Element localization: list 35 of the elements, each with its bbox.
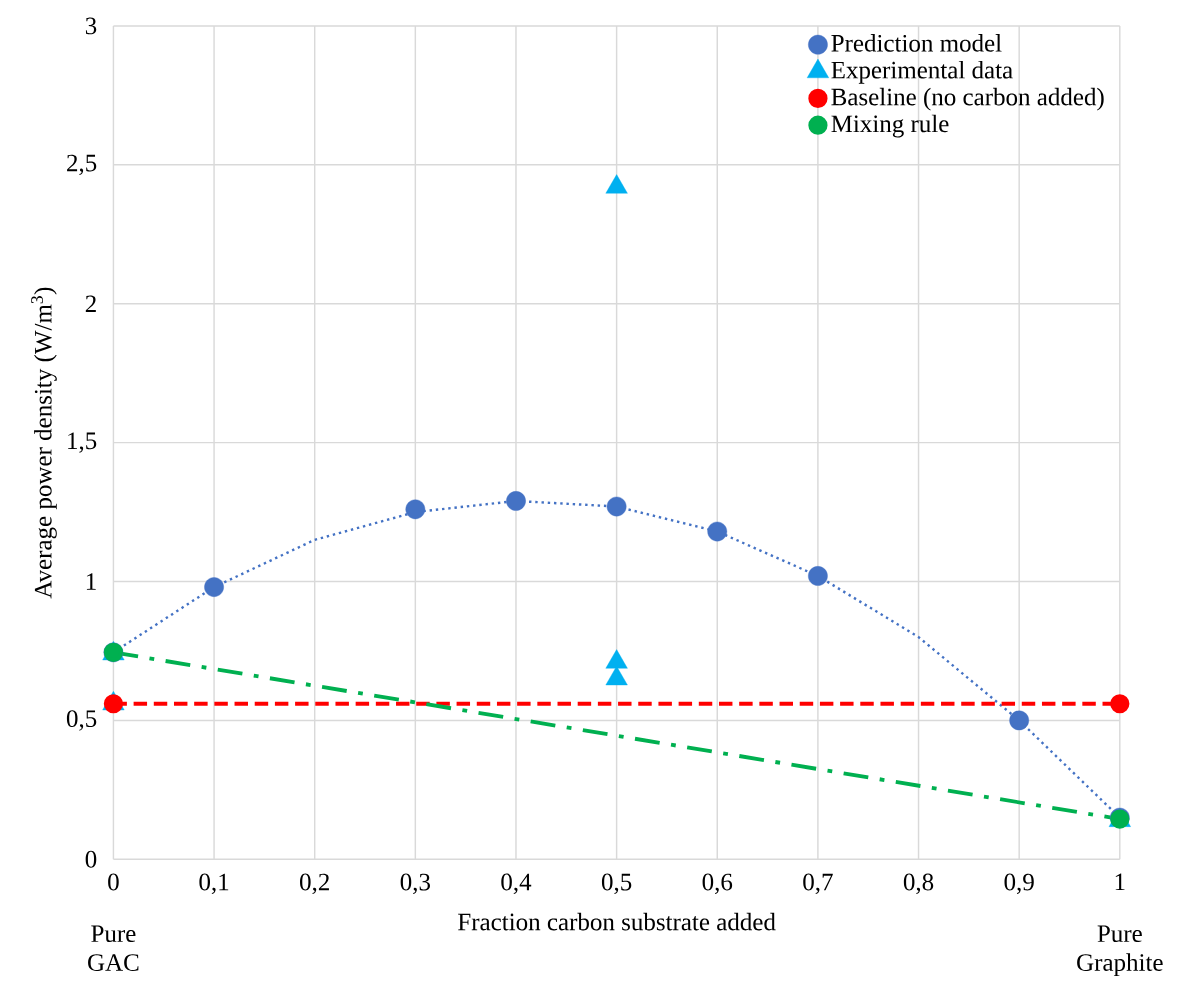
y-tick-label: 1,5 — [68, 432, 97, 453]
x-axis-title: Fraction carbon substrate added — [458, 912, 776, 931]
point — [204, 577, 224, 597]
x-tick-label: 0,3 — [400, 873, 430, 894]
legend-label: Experimental data — [831, 60, 1013, 84]
x-tick-label: 0,8 — [903, 873, 934, 894]
y-tick-label: 3 — [85, 17, 97, 35]
legend-label: Baseline (no carbon added) — [831, 87, 1104, 111]
x-tick-label: 0,2 — [300, 873, 329, 894]
x-tick-label: 0,5 — [601, 873, 632, 894]
x-tick-label: 0,6 — [702, 873, 733, 894]
y-axis-title: Average power density (W/m$^{3}$) — [31, 287, 57, 599]
x-tick-label: 0,9 — [1004, 873, 1034, 894]
x-tick-label: 1 — [1115, 873, 1125, 890]
x-tick-label: 0,7 — [803, 873, 833, 894]
point — [1110, 694, 1130, 714]
point — [405, 499, 426, 519]
y-tick-label: 2 — [85, 295, 96, 312]
legend-label: Mixing rule — [831, 114, 949, 138]
point — [1009, 710, 1029, 731]
point — [103, 694, 124, 714]
legend-label: Prediction model — [831, 34, 1002, 52]
text: Pure Graphite — [1077, 925, 1163, 976]
point — [808, 566, 828, 586]
y-tick-label: 0,5 — [66, 710, 97, 731]
y-tick-label: 2,5 — [67, 154, 97, 175]
x-tick-label: 0,4 — [501, 873, 532, 894]
y-tick-label: 1 — [86, 573, 96, 590]
x-tick-label: 0 — [108, 873, 119, 891]
point — [506, 491, 526, 511]
point — [707, 521, 728, 542]
text: Pure GAC — [88, 925, 139, 971]
point — [606, 496, 627, 517]
y-tick-label: 0 — [85, 850, 97, 868]
x-tick-label: 0,1 — [199, 873, 229, 894]
